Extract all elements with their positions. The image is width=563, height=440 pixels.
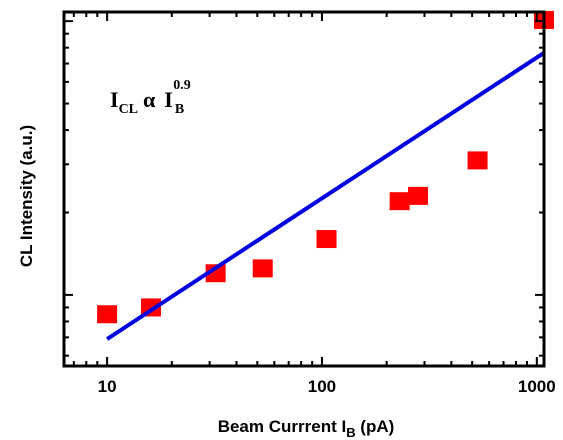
x-tick-labels: 10 100 1000 <box>98 377 556 396</box>
x-tick-label: 100 <box>308 377 336 396</box>
x-axis-label-subscript: B <box>346 425 355 440</box>
x-axis-ticks <box>72 12 538 366</box>
plot-content <box>97 10 554 341</box>
data-point <box>316 230 337 249</box>
data-point <box>252 259 273 278</box>
x-axis-label: Beam Currrent IB (pA) <box>218 417 395 440</box>
plot-frame <box>62 10 546 368</box>
y-axis-ticks <box>64 20 544 357</box>
x-tick-label: 1000 <box>518 377 556 396</box>
y-axis-label: CL Intensity (a.u.) <box>17 125 36 267</box>
data-point <box>97 305 118 324</box>
data-point <box>408 186 429 205</box>
data-point <box>205 264 226 283</box>
data-point <box>389 192 410 211</box>
data-point <box>467 151 488 170</box>
fit-line <box>106 51 546 341</box>
x-tick-label: 10 <box>98 377 117 396</box>
proportionality-annotation: ICL α I B0.9 <box>110 78 191 117</box>
